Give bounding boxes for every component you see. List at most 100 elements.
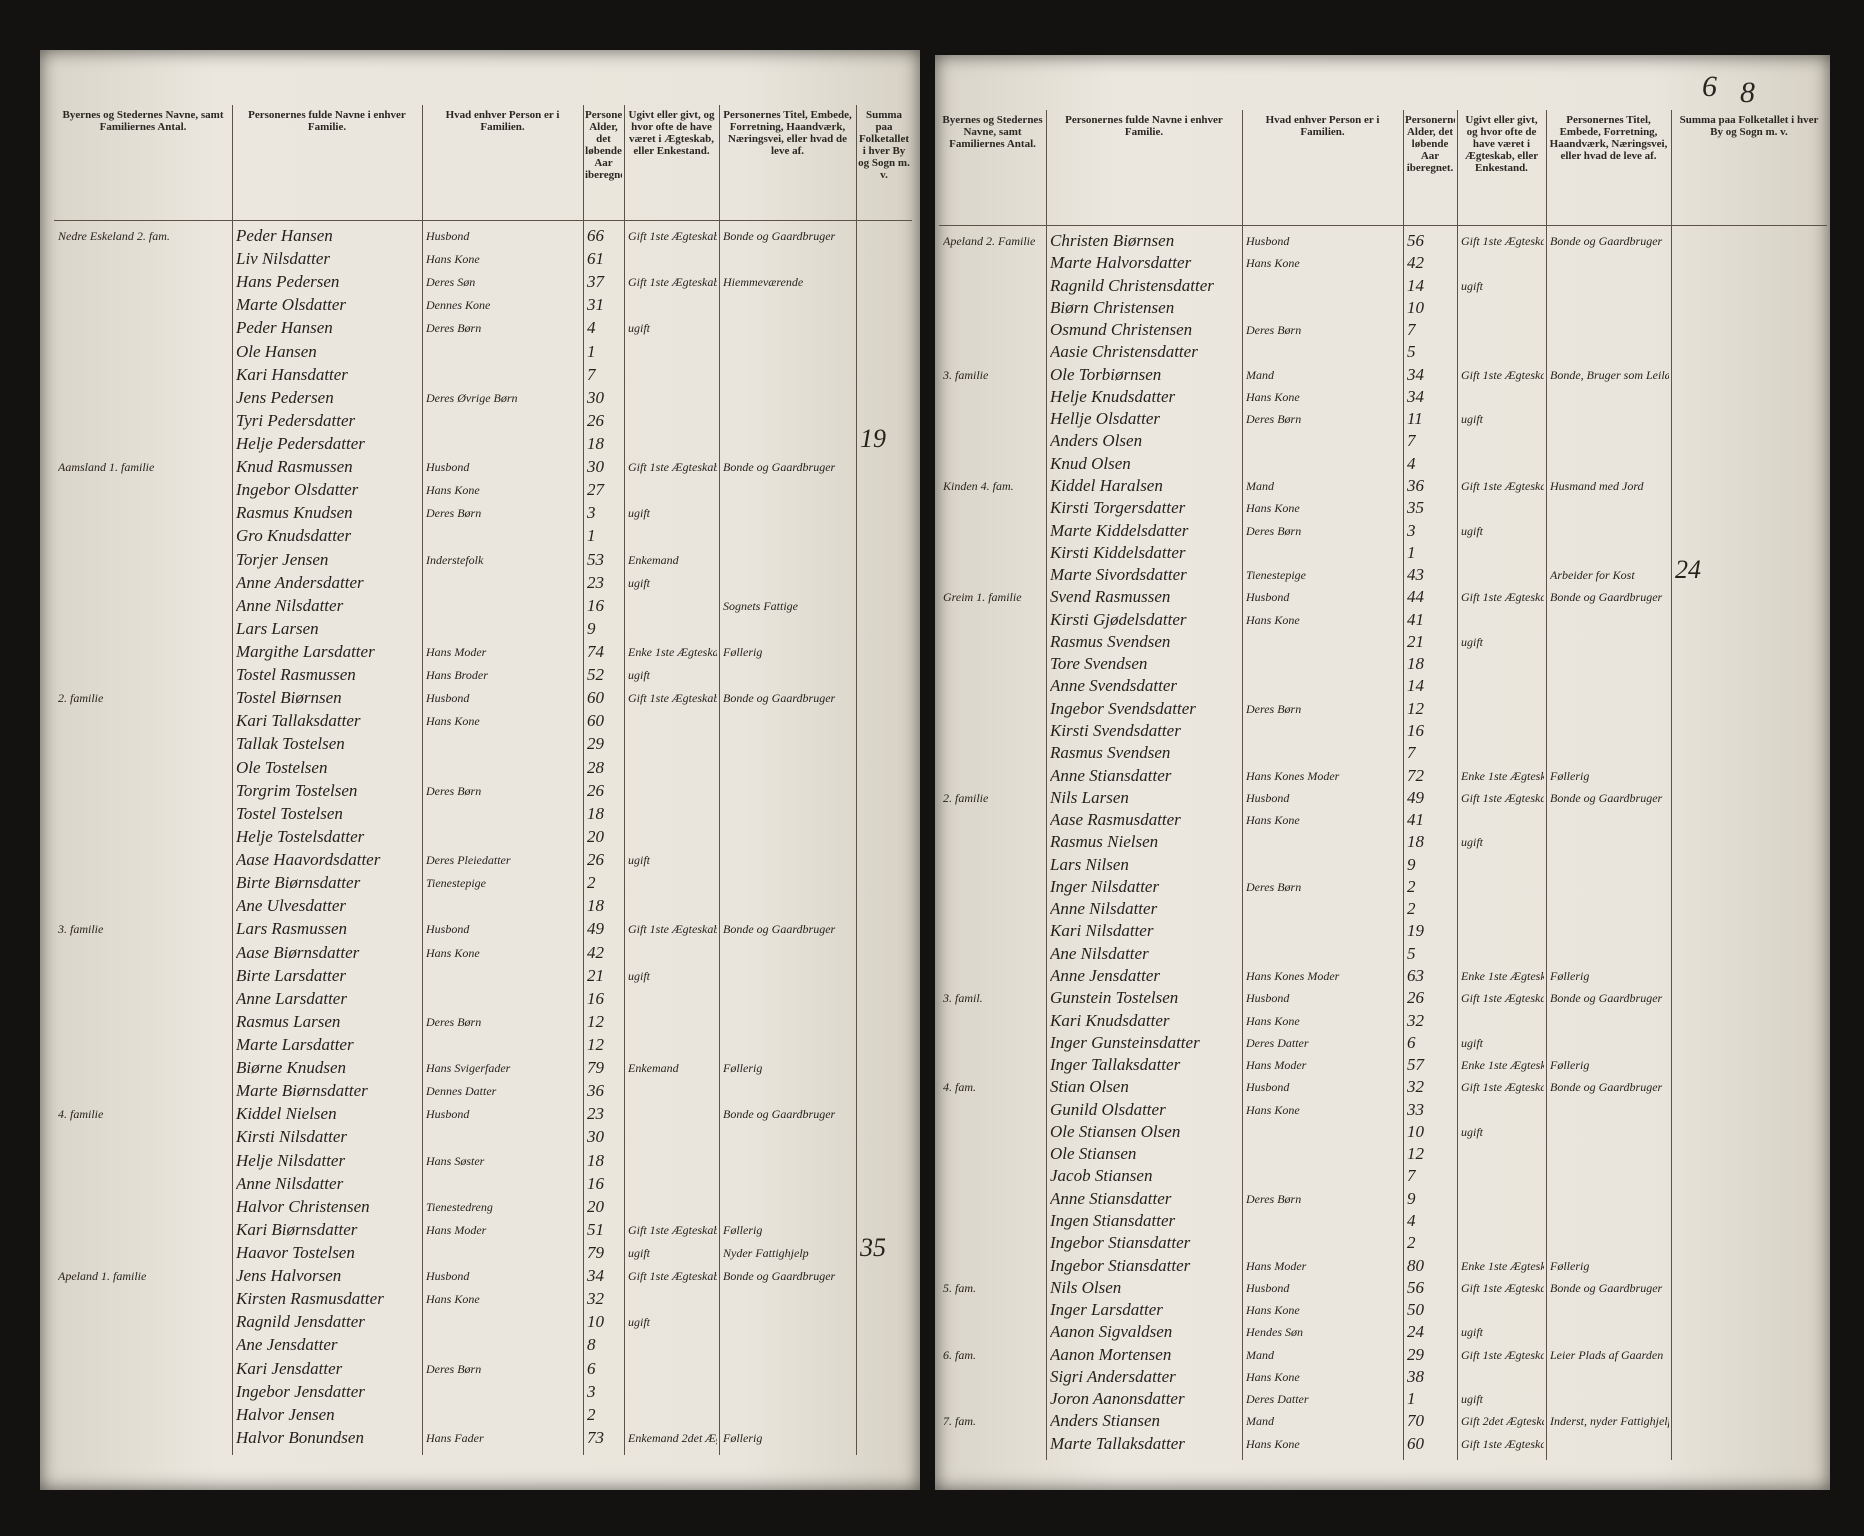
relation-cell: Deres Børn: [1246, 412, 1302, 427]
relation-cell: Deres Pleiedatter: [426, 853, 511, 868]
summa-cell: 24: [1675, 555, 1701, 585]
page-number: 8: [1740, 76, 1755, 109]
occupation-cell: Inderst, nyder Fattighjelp: [1550, 1414, 1669, 1429]
name-cell: Hellje Olsdatter: [1050, 409, 1161, 429]
status-cell: ugift: [1461, 523, 1484, 538]
age: 27: [587, 480, 604, 500]
status-cell: ugift: [1461, 835, 1484, 850]
name-cell: Kari Jensdatter: [236, 1358, 343, 1378]
age: 34: [1407, 364, 1424, 384]
age: 20: [587, 826, 604, 846]
name-cell: Helje Knudsdatter: [1050, 386, 1176, 406]
relation-cell: Hans Svigerfader: [426, 1061, 511, 1076]
column-header: Ugivt eller givt, og hvor ofte de have v…: [1464, 114, 1539, 174]
name-cell: Ane Ulvesdatter: [236, 896, 346, 916]
relation-cell: Hans Kone: [426, 714, 480, 729]
status-cell: Gift 1ste Ægteskab: [628, 1269, 717, 1284]
status-cell: Gift 1ste Ægteskab: [1461, 991, 1544, 1006]
column-header: Byernes og Stedernes Navne, samt Familie…: [942, 114, 1043, 150]
column-header: Summa paa Folketallet i hver By og Sogn …: [858, 109, 910, 181]
age: 32: [587, 1289, 604, 1309]
occupation-cell: Føllerig: [1550, 768, 1590, 783]
column-header: Byernes og Stedernes Navne, samt Familie…: [62, 109, 224, 133]
column-rule: [719, 105, 720, 1455]
age: 18: [1407, 654, 1424, 674]
age: 5: [1407, 342, 1416, 362]
name-cell: Rasmus Svendsen: [1050, 743, 1171, 763]
summa-cell: 19: [860, 424, 886, 454]
relation-cell: Dennes Datter: [426, 1084, 497, 1099]
column-header: Personernes Titel, Embede, Forretning, H…: [1549, 114, 1668, 162]
age: 2: [587, 873, 596, 893]
occupation-cell: Bonde og Gaardbruger: [723, 691, 836, 706]
status-cell: Enke 1ste Ægteskab: [1461, 1058, 1544, 1073]
age: 30: [587, 457, 604, 477]
occupation-cell: Føllerig: [723, 1222, 763, 1237]
relation-cell: Mand: [1246, 367, 1274, 382]
name-cell: Helje Nilsdatter: [236, 1150, 346, 1170]
age: 56: [1407, 1277, 1424, 1297]
name-cell: Biørn Christensen: [1050, 297, 1175, 317]
status-cell: Enke 1ste Ægteskab: [1461, 969, 1544, 983]
column-header: Personernes Titel, Embede, Forretning, H…: [723, 109, 852, 157]
name-cell: Marte Larsdatter: [236, 1034, 354, 1054]
right-page: Byernes og Stedernes Navne, samt Familie…: [935, 55, 1830, 1490]
age: 70: [1407, 1411, 1424, 1431]
occupation-cell: Nyder Fattighjelp: [723, 1245, 809, 1260]
relation-cell: Hans Moder: [426, 645, 487, 660]
name-cell: Halvor Bonundsen: [236, 1427, 364, 1447]
name-cell: Kirsti Gjødelsdatter: [1050, 609, 1187, 629]
occupation-cell: Leier Plads af Gaarden: [1550, 1347, 1664, 1362]
status-cell: Gift 1ste Ægteskab: [1461, 1436, 1544, 1451]
column-rule: [1403, 110, 1404, 1460]
age: 38: [1407, 1366, 1424, 1386]
age: 9: [587, 618, 596, 638]
age: 2: [1407, 899, 1416, 919]
name-cell: Anne Larsdatter: [236, 988, 347, 1008]
age: 24: [1407, 1322, 1424, 1342]
age: 12: [1407, 1144, 1424, 1164]
place-cell: 2. familie: [58, 691, 104, 706]
age: 37: [587, 272, 604, 292]
occupation-cell: Bonde og Gaardbruger: [1550, 790, 1663, 805]
name-cell: Rasmus Nielsen: [1050, 832, 1159, 852]
age: 60: [587, 711, 604, 731]
name-cell: Peder Hansen: [236, 226, 333, 245]
name-cell: Lars Larsen: [236, 618, 319, 638]
name-cell: Lars Rasmussen: [236, 919, 347, 939]
age: 11: [1407, 409, 1423, 429]
relation-cell: Hans Moder: [426, 1222, 487, 1237]
relation-cell: Mand: [1246, 479, 1274, 493]
name-cell: Anders Olsen: [1050, 431, 1143, 451]
status-cell: ugift: [1461, 634, 1484, 649]
name-cell: Anne Jensdatter: [1050, 966, 1160, 985]
place-cell: 7. fam.: [943, 1414, 976, 1429]
name-cell: Ingebor Svendsdatter: [1050, 698, 1196, 718]
name-cell: Kari Hansdatter: [236, 364, 348, 384]
name-cell: Torjer Jensen: [236, 549, 329, 569]
age: 4: [1407, 453, 1416, 473]
status-cell: ugift: [628, 668, 651, 683]
occupation-cell: Bonde og Gaardbruger: [723, 229, 836, 243]
status-cell: Gift 1ste Ægteskab: [1461, 590, 1544, 605]
age: 2: [1407, 1233, 1416, 1253]
status-cell: Enke 1ste Ægteskab: [628, 645, 717, 660]
status-cell: Gift 1ste Ægteskab: [1461, 1080, 1544, 1095]
age: 34: [1407, 386, 1424, 406]
age: 61: [587, 249, 604, 269]
left-page: Byernes og Stedernes Navne, samt Familie…: [40, 50, 920, 1490]
age: 10: [1407, 297, 1424, 317]
occupation-cell: Føllerig: [723, 1430, 763, 1445]
name-cell: Knud Rasmussen: [236, 457, 353, 477]
name-cell: Sigri Andersdatter: [1050, 1366, 1176, 1386]
age: 57: [1407, 1055, 1424, 1075]
name-cell: Inger Nilsdatter: [1050, 876, 1160, 896]
column-rule: [856, 105, 857, 1455]
relation-cell: Hans Kone: [426, 1292, 480, 1307]
age: 29: [1407, 1344, 1424, 1364]
column-rule: [232, 105, 233, 1455]
name-cell: Halvor Christensen: [236, 1196, 370, 1216]
age: 16: [587, 1173, 604, 1193]
name-cell: Ingen Stiansdatter: [1050, 1211, 1176, 1230]
age: 8: [587, 1335, 596, 1355]
